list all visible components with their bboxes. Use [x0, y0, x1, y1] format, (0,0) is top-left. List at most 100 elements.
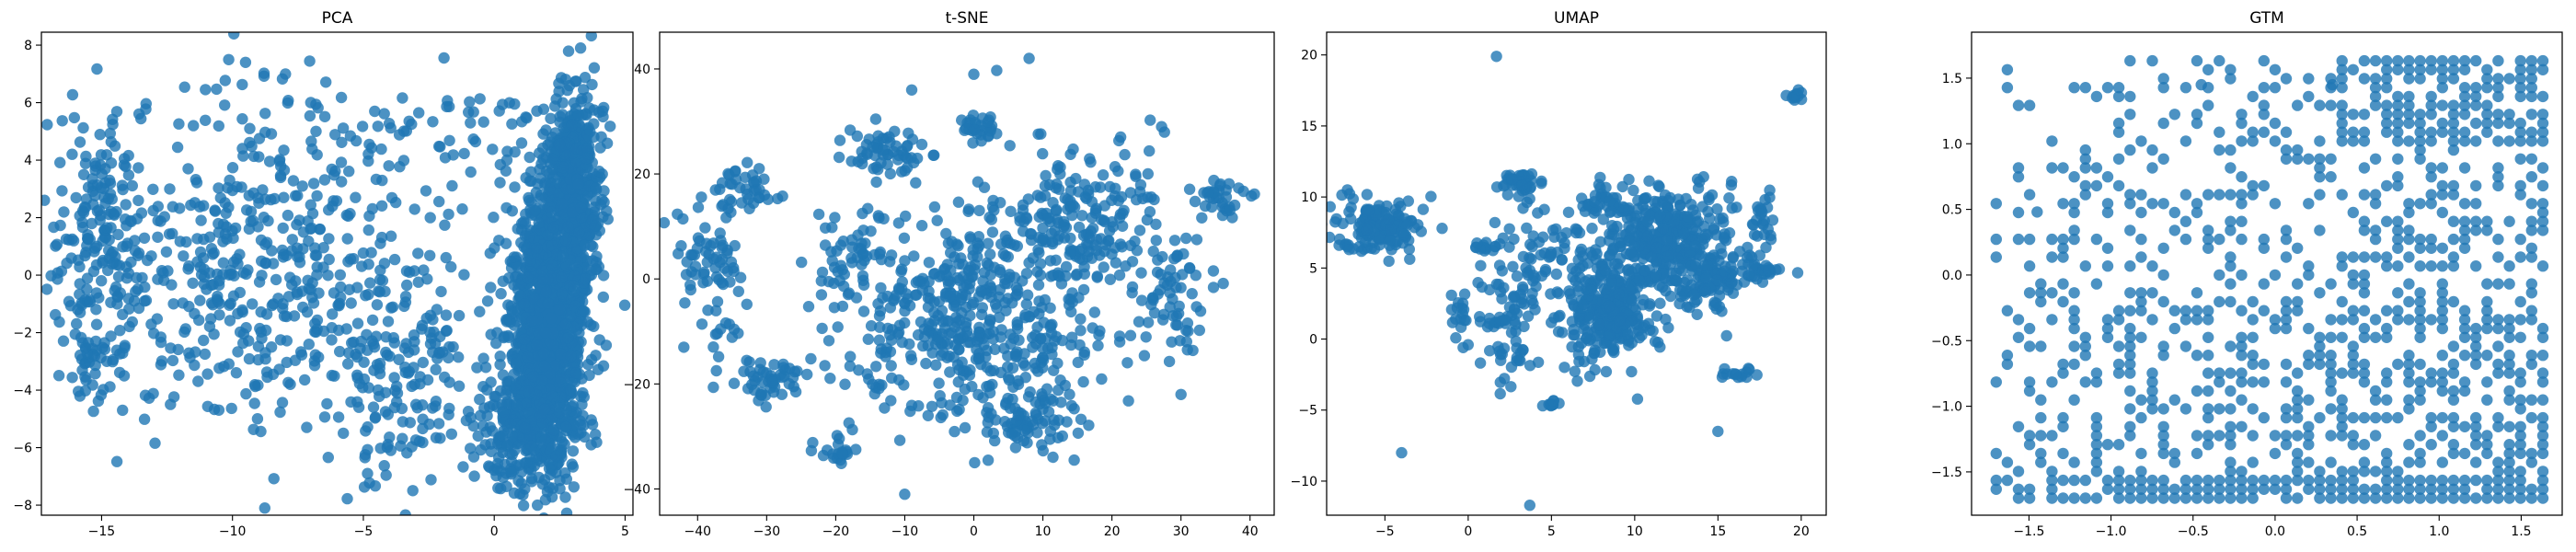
data-point — [962, 273, 974, 285]
data-point — [350, 191, 362, 203]
data-point — [978, 181, 991, 193]
data-point — [231, 253, 243, 265]
data-point — [155, 331, 167, 343]
data-point — [1719, 228, 1731, 240]
data-point — [560, 507, 573, 515]
data-point — [1330, 213, 1342, 225]
data-point — [256, 270, 268, 282]
data-point — [91, 63, 103, 75]
x-tick-label: −15 — [88, 524, 116, 539]
data-point — [441, 100, 453, 113]
data-point — [1122, 395, 1134, 407]
data-point — [1723, 192, 1735, 204]
data-point — [1639, 264, 1650, 277]
data-point — [940, 227, 952, 240]
data-point — [1384, 235, 1396, 247]
data-point — [362, 224, 374, 236]
data-point — [445, 260, 457, 273]
data-point — [845, 155, 857, 167]
data-point — [857, 207, 868, 220]
data-point — [928, 306, 940, 318]
data-point — [1571, 375, 1583, 387]
data-point — [819, 239, 832, 251]
data-point — [845, 351, 857, 362]
data-point — [209, 204, 221, 216]
data-point — [1614, 252, 1627, 265]
data-point — [457, 461, 469, 473]
data-point — [590, 229, 603, 241]
data-point — [550, 450, 562, 463]
data-point — [1168, 235, 1181, 247]
data-point — [949, 300, 962, 313]
data-point — [570, 367, 582, 379]
data-point — [1566, 316, 1579, 328]
data-point — [110, 455, 123, 467]
data-point — [1052, 384, 1064, 397]
data-point — [149, 437, 161, 449]
data-point — [536, 374, 548, 387]
data-point — [382, 316, 395, 328]
data-point — [1402, 195, 1415, 207]
data-point — [406, 441, 418, 453]
data-point — [346, 337, 358, 349]
data-point — [375, 143, 387, 155]
data-point — [710, 305, 722, 316]
data-point — [562, 45, 575, 57]
data-point — [768, 359, 780, 371]
data-point — [702, 305, 714, 316]
data-point — [928, 201, 941, 213]
data-point — [320, 76, 332, 88]
data-point — [79, 249, 91, 262]
data-point — [1022, 193, 1035, 205]
data-point — [1075, 243, 1088, 255]
data-point — [1704, 213, 1716, 224]
x-tick-label: 40 — [1242, 524, 1259, 539]
data-point — [53, 316, 65, 328]
data-point — [1009, 442, 1022, 454]
data-point — [1048, 364, 1060, 376]
data-point — [375, 200, 388, 212]
data-point — [935, 411, 947, 424]
data-point — [789, 385, 802, 398]
data-point — [585, 414, 597, 426]
data-point — [504, 418, 517, 430]
y-tick-label: 2 — [24, 212, 32, 226]
data-point — [406, 380, 418, 393]
data-point — [1084, 153, 1096, 165]
data-point — [277, 298, 289, 310]
data-point — [492, 482, 504, 494]
data-point — [931, 214, 943, 226]
data-point — [906, 133, 919, 145]
data-point — [1383, 255, 1395, 268]
data-point — [497, 98, 509, 110]
data-point — [309, 317, 321, 329]
data-point — [598, 185, 610, 197]
data-point — [429, 338, 442, 350]
data-point — [511, 399, 523, 411]
data-point — [1223, 178, 1236, 190]
data-point — [96, 275, 108, 287]
data-point — [1032, 244, 1044, 256]
data-point — [565, 385, 577, 397]
data-point — [805, 352, 817, 365]
data-point — [588, 320, 600, 332]
data-point — [776, 190, 788, 202]
data-point — [944, 366, 956, 378]
data-point — [964, 231, 976, 243]
data-point — [366, 202, 378, 215]
data-point — [968, 124, 981, 136]
data-point — [1374, 231, 1386, 243]
data-point — [1550, 268, 1563, 281]
data-point — [518, 298, 531, 310]
x-tick-label: −10 — [219, 524, 247, 539]
data-point — [458, 147, 470, 160]
data-point — [980, 351, 992, 363]
data-point — [1516, 179, 1528, 191]
data-point — [258, 212, 270, 224]
data-point — [1026, 415, 1039, 427]
data-point — [545, 112, 557, 124]
data-point — [766, 376, 779, 388]
data-point — [829, 212, 841, 224]
data-point — [1654, 297, 1666, 309]
